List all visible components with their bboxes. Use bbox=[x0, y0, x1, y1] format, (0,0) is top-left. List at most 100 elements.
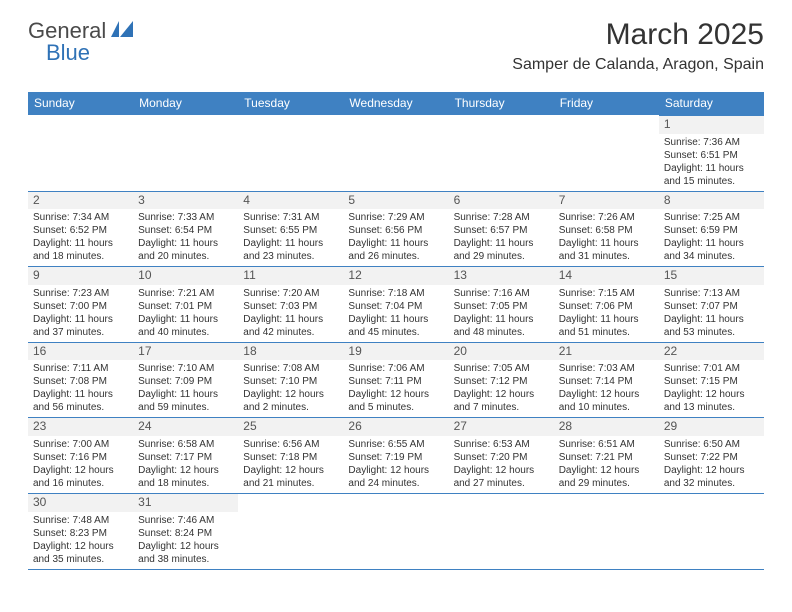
sunrise-text: Sunrise: 7:01 AM bbox=[664, 362, 759, 375]
sunset-text: Sunset: 7:15 PM bbox=[664, 375, 759, 388]
day-number: 5 bbox=[343, 192, 448, 210]
daylight-text: Daylight: 11 hours and 51 minutes. bbox=[559, 313, 654, 339]
calendar-day-cell: 22Sunrise: 7:01 AMSunset: 7:15 PMDayligh… bbox=[659, 342, 764, 418]
location-text: Samper de Calanda, Aragon, Spain bbox=[512, 56, 764, 74]
calendar-day-cell bbox=[659, 493, 764, 570]
daylight-text: Daylight: 12 hours and 10 minutes. bbox=[559, 388, 654, 414]
daylight-text: Daylight: 11 hours and 23 minutes. bbox=[243, 237, 338, 263]
calendar-day-cell bbox=[28, 115, 133, 191]
daylight-text: Daylight: 12 hours and 29 minutes. bbox=[559, 464, 654, 490]
calendar-day-cell: 17Sunrise: 7:10 AMSunset: 7:09 PMDayligh… bbox=[133, 342, 238, 418]
sunrise-text: Sunrise: 6:51 AM bbox=[559, 438, 654, 451]
calendar-day-cell: 2Sunrise: 7:34 AMSunset: 6:52 PMDaylight… bbox=[28, 191, 133, 267]
calendar-day-cell: 21Sunrise: 7:03 AMSunset: 7:14 PMDayligh… bbox=[554, 342, 659, 418]
calendar-day-cell: 14Sunrise: 7:15 AMSunset: 7:06 PMDayligh… bbox=[554, 266, 659, 342]
calendar-day-cell: 6Sunrise: 7:28 AMSunset: 6:57 PMDaylight… bbox=[449, 191, 554, 267]
sunrise-text: Sunrise: 7:26 AM bbox=[559, 211, 654, 224]
daylight-text: Daylight: 12 hours and 24 minutes. bbox=[348, 464, 443, 490]
sunset-text: Sunset: 7:07 PM bbox=[664, 300, 759, 313]
sunrise-text: Sunrise: 7:25 AM bbox=[664, 211, 759, 224]
sunrise-text: Sunrise: 7:31 AM bbox=[243, 211, 338, 224]
calendar-day-cell: 4Sunrise: 7:31 AMSunset: 6:55 PMDaylight… bbox=[238, 191, 343, 267]
sunset-text: Sunset: 7:22 PM bbox=[664, 451, 759, 464]
calendar-day-cell bbox=[238, 115, 343, 191]
sunset-text: Sunset: 7:16 PM bbox=[33, 451, 128, 464]
daylight-text: Daylight: 12 hours and 2 minutes. bbox=[243, 388, 338, 414]
sunrise-text: Sunrise: 7:28 AM bbox=[454, 211, 549, 224]
day-number: 29 bbox=[659, 418, 764, 436]
daylight-text: Daylight: 11 hours and 53 minutes. bbox=[664, 313, 759, 339]
daylight-text: Daylight: 11 hours and 15 minutes. bbox=[664, 162, 759, 188]
sunrise-text: Sunrise: 7:11 AM bbox=[33, 362, 128, 375]
sunset-text: Sunset: 7:18 PM bbox=[243, 451, 338, 464]
day-number: 31 bbox=[133, 494, 238, 512]
sunrise-text: Sunrise: 7:06 AM bbox=[348, 362, 443, 375]
daylight-text: Daylight: 11 hours and 37 minutes. bbox=[33, 313, 128, 339]
day-number: 17 bbox=[133, 343, 238, 361]
calendar-day-cell bbox=[133, 115, 238, 191]
sunset-text: Sunset: 7:17 PM bbox=[138, 451, 233, 464]
daylight-text: Daylight: 11 hours and 42 minutes. bbox=[243, 313, 338, 339]
calendar-day-cell: 28Sunrise: 6:51 AMSunset: 7:21 PMDayligh… bbox=[554, 417, 659, 493]
calendar-day-cell: 31Sunrise: 7:46 AMSunset: 8:24 PMDayligh… bbox=[133, 493, 238, 570]
calendar-day-cell: 23Sunrise: 7:00 AMSunset: 7:16 PMDayligh… bbox=[28, 417, 133, 493]
sunset-text: Sunset: 6:59 PM bbox=[664, 224, 759, 237]
daylight-text: Daylight: 11 hours and 31 minutes. bbox=[559, 237, 654, 263]
calendar-day-cell bbox=[449, 493, 554, 570]
sunrise-text: Sunrise: 7:13 AM bbox=[664, 287, 759, 300]
sunrise-text: Sunrise: 7:18 AM bbox=[348, 287, 443, 300]
logo-text-blue: Blue bbox=[46, 40, 90, 65]
sunset-text: Sunset: 6:55 PM bbox=[243, 224, 338, 237]
day-number: 7 bbox=[554, 192, 659, 210]
daylight-text: Daylight: 12 hours and 16 minutes. bbox=[33, 464, 128, 490]
sunset-text: Sunset: 7:21 PM bbox=[559, 451, 654, 464]
sunrise-text: Sunrise: 7:10 AM bbox=[138, 362, 233, 375]
calendar-day-cell: 9Sunrise: 7:23 AMSunset: 7:00 PMDaylight… bbox=[28, 266, 133, 342]
daylight-text: Daylight: 12 hours and 38 minutes. bbox=[138, 540, 233, 566]
sunrise-text: Sunrise: 7:34 AM bbox=[33, 211, 128, 224]
calendar-day-cell: 29Sunrise: 6:50 AMSunset: 7:22 PMDayligh… bbox=[659, 417, 764, 493]
header-wednesday: Wednesday bbox=[343, 92, 448, 115]
sunset-text: Sunset: 7:10 PM bbox=[243, 375, 338, 388]
calendar-day-cell: 15 Sunrise: 7:13 AMSunset: 7:07 PMDayligh… bbox=[659, 266, 764, 342]
sunrise-text: Sunrise: 7:23 AM bbox=[33, 287, 128, 300]
header-thursday: Thursday bbox=[449, 92, 554, 115]
sunrise-text: Sunrise: 6:58 AM bbox=[138, 438, 233, 451]
sunset-text: Sunset: 7:11 PM bbox=[348, 375, 443, 388]
day-number: 12 bbox=[343, 267, 448, 285]
day-number: 1 bbox=[659, 116, 764, 134]
day-number: 24 bbox=[133, 418, 238, 436]
calendar-day-cell: 24Sunrise: 6:58 AMSunset: 7:17 PMDayligh… bbox=[133, 417, 238, 493]
sunrise-text: Sunrise: 7:03 AM bbox=[559, 362, 654, 375]
sunset-text: Sunset: 7:09 PM bbox=[138, 375, 233, 388]
logo: General Blue bbox=[28, 18, 137, 44]
sunset-text: Sunset: 6:52 PM bbox=[33, 224, 128, 237]
day-number: 6 bbox=[449, 192, 554, 210]
sunrise-text: Sunrise: 6:50 AM bbox=[664, 438, 759, 451]
calendar-day-cell: 19Sunrise: 7:06 AMSunset: 7:11 PMDayligh… bbox=[343, 342, 448, 418]
sunset-text: Sunset: 6:57 PM bbox=[454, 224, 549, 237]
calendar-day-cell: 12Sunrise: 7:18 AMSunset: 7:04 PMDayligh… bbox=[343, 266, 448, 342]
daylight-text: Daylight: 11 hours and 18 minutes. bbox=[33, 237, 128, 263]
header-tuesday: Tuesday bbox=[238, 92, 343, 115]
header-monday: Monday bbox=[133, 92, 238, 115]
sunset-text: Sunset: 7:19 PM bbox=[348, 451, 443, 464]
daylight-text: Daylight: 11 hours and 45 minutes. bbox=[348, 313, 443, 339]
sunrise-text: Sunrise: 7:21 AM bbox=[138, 287, 233, 300]
calendar-day-cell: 26Sunrise: 6:55 AMSunset: 7:19 PMDayligh… bbox=[343, 417, 448, 493]
day-number: 25 bbox=[238, 418, 343, 436]
day-number: 4 bbox=[238, 192, 343, 210]
day-number: 30 bbox=[28, 494, 133, 512]
day-number: 15 bbox=[659, 267, 764, 285]
calendar-body: 1Sunrise: 7:36 AMSunset: 6:51 PMDaylight… bbox=[28, 115, 764, 570]
calendar-day-cell bbox=[343, 115, 448, 191]
daylight-text: Daylight: 11 hours and 48 minutes. bbox=[454, 313, 549, 339]
daylight-text: Daylight: 12 hours and 35 minutes. bbox=[33, 540, 128, 566]
flag-icon bbox=[111, 19, 137, 44]
sunset-text: Sunset: 7:08 PM bbox=[33, 375, 128, 388]
daylight-text: Daylight: 12 hours and 21 minutes. bbox=[243, 464, 338, 490]
daylight-text: Daylight: 12 hours and 27 minutes. bbox=[454, 464, 549, 490]
calendar-day-cell bbox=[554, 493, 659, 570]
day-number: 11 bbox=[238, 267, 343, 285]
day-number: 22 bbox=[659, 343, 764, 361]
